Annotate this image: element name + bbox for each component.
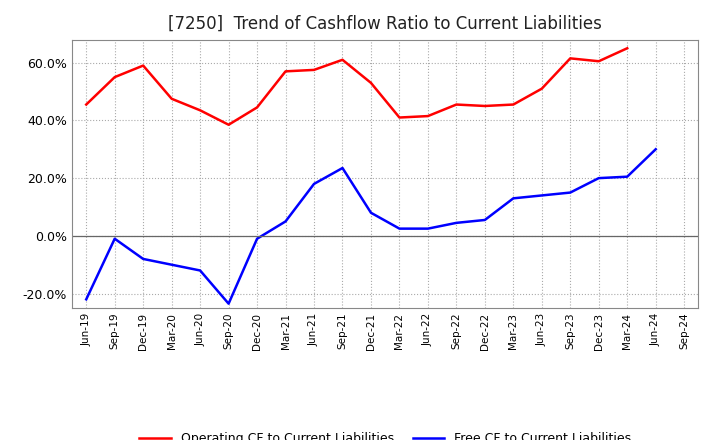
Free CF to Current Liabilities [623,174,631,180]
Operating CF to Current Liabilities [196,108,204,113]
Operating CF to Current Liabilities [423,114,432,119]
Operating CF to Current Liabilities [395,115,404,120]
Free CF to Current Liabilities [509,196,518,201]
Operating CF to Current Liabilities [480,103,489,109]
Free CF to Current Liabilities [537,193,546,198]
Free CF to Current Liabilities [595,176,603,181]
Operating CF to Current Liabilities [452,102,461,107]
Operating CF to Current Liabilities [509,102,518,107]
Free CF to Current Liabilities [282,219,290,224]
Operating CF to Current Liabilities [167,96,176,101]
Operating CF to Current Liabilities [139,63,148,68]
Title: [7250]  Trend of Cashflow Ratio to Current Liabilities: [7250] Trend of Cashflow Ratio to Curren… [168,15,602,33]
Line: Operating CF to Current Liabilities: Operating CF to Current Liabilities [86,48,627,125]
Operating CF to Current Liabilities [225,122,233,127]
Free CF to Current Liabilities [196,268,204,273]
Operating CF to Current Liabilities [623,46,631,51]
Free CF to Current Liabilities [139,256,148,261]
Operating CF to Current Liabilities [282,69,290,74]
Operating CF to Current Liabilities [595,59,603,64]
Free CF to Current Liabilities [480,217,489,223]
Free CF to Current Liabilities [253,236,261,242]
Free CF to Current Liabilities [110,236,119,242]
Operating CF to Current Liabilities [366,80,375,85]
Free CF to Current Liabilities [82,297,91,302]
Free CF to Current Liabilities [652,147,660,152]
Free CF to Current Liabilities [310,181,318,187]
Free CF to Current Liabilities [338,165,347,171]
Operating CF to Current Liabilities [338,57,347,62]
Free CF to Current Liabilities [566,190,575,195]
Free CF to Current Liabilities [452,220,461,226]
Operating CF to Current Liabilities [537,86,546,92]
Operating CF to Current Liabilities [566,56,575,61]
Legend: Operating CF to Current Liabilities, Free CF to Current Liabilities: Operating CF to Current Liabilities, Fre… [135,427,636,440]
Operating CF to Current Liabilities [110,74,119,80]
Line: Free CF to Current Liabilities: Free CF to Current Liabilities [86,149,656,304]
Free CF to Current Liabilities [366,210,375,216]
Operating CF to Current Liabilities [310,67,318,73]
Free CF to Current Liabilities [395,226,404,231]
Operating CF to Current Liabilities [82,102,91,107]
Operating CF to Current Liabilities [253,105,261,110]
Free CF to Current Liabilities [167,262,176,268]
Free CF to Current Liabilities [423,226,432,231]
Free CF to Current Liabilities [225,301,233,306]
